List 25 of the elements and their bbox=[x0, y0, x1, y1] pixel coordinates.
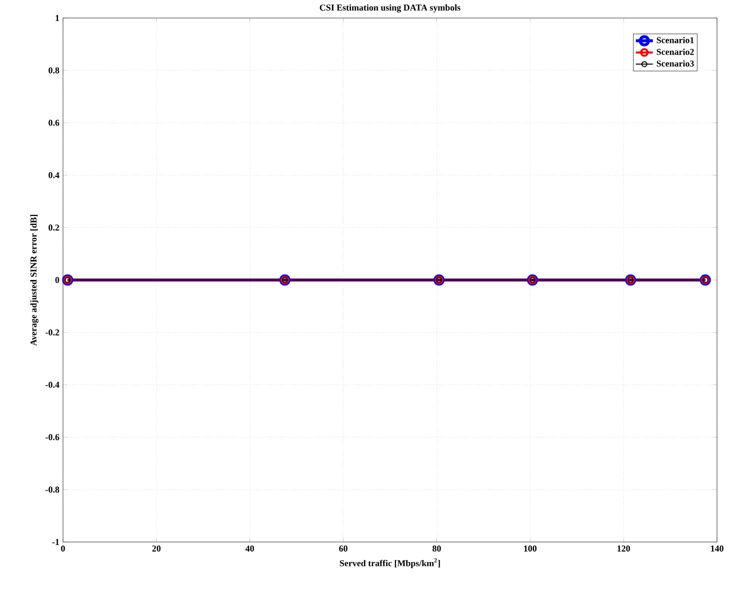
y-tick-label: -0.4 bbox=[46, 382, 60, 388]
x-tick-label: 40 bbox=[246, 546, 254, 552]
legend-label: Scenario3 bbox=[656, 60, 694, 67]
y-tick-label: -0.6 bbox=[46, 434, 60, 440]
chart-title: CSI Estimation using DATA symbols bbox=[320, 4, 460, 12]
y-tick-label: 0.8 bbox=[48, 67, 60, 74]
x-tick-label: 60 bbox=[339, 546, 348, 552]
y-tick-label: 1 bbox=[56, 15, 60, 21]
y-tick-label: 0.4 bbox=[48, 172, 60, 178]
legend-label: Scenario1 bbox=[656, 36, 694, 44]
y-tick-label: 0.2 bbox=[48, 224, 60, 231]
y-tick-label: 0 bbox=[55, 276, 60, 284]
y-tick-label: -1 bbox=[52, 539, 60, 545]
x-axis-title: Served traffic [Mbps/km$^{2}$] bbox=[340, 558, 440, 568]
y-axis-title: Average adjusted SINR error [dB] bbox=[30, 214, 38, 346]
y-tick-label: 0.6 bbox=[48, 120, 60, 126]
x-tick-label: 20 bbox=[152, 546, 161, 552]
x-tick-label: 0 bbox=[61, 546, 65, 552]
legend-label: Scenario2 bbox=[656, 48, 694, 55]
x-tick-label: 120 bbox=[618, 546, 630, 552]
x-tick-label: 100 bbox=[524, 546, 537, 552]
x-tick-label: 80 bbox=[432, 546, 441, 552]
y-tick-label: -0.8 bbox=[46, 486, 60, 493]
y-tick-label: -0.2 bbox=[46, 329, 60, 336]
x-tick-label: 140 bbox=[711, 546, 724, 552]
